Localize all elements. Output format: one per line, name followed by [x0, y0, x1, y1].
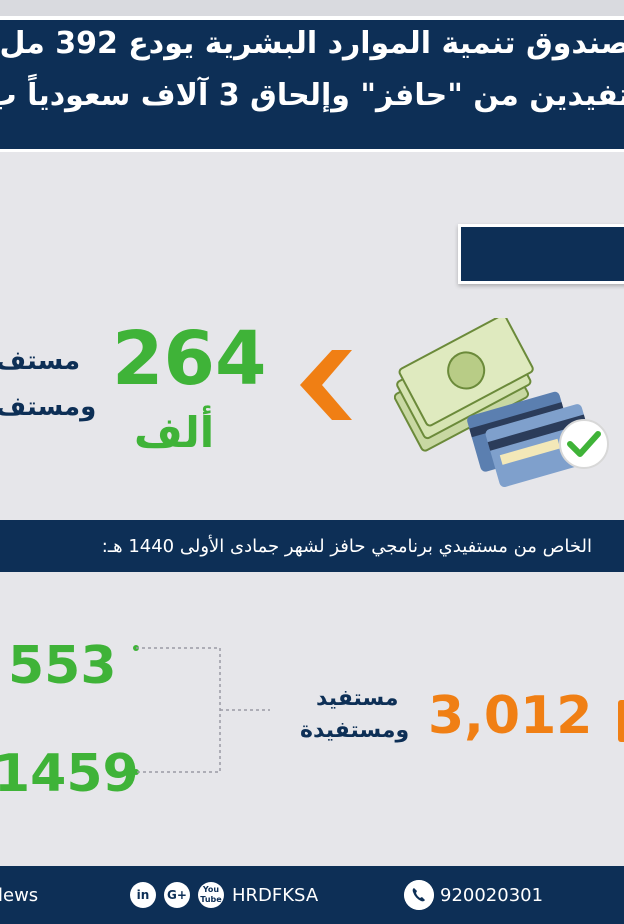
beneficiary-label-2: ومستف — [0, 392, 97, 422]
headline-banner — [0, 16, 624, 152]
total-value: 3,012 — [428, 686, 593, 746]
footer-news-text: lews — [0, 885, 39, 906]
phone-icon — [404, 880, 434, 910]
total-label-2: ومستفيدة — [300, 718, 410, 743]
orange-edge-marker — [618, 700, 624, 742]
chevron-left-icon — [300, 350, 352, 420]
beneficiary-label-1: مستف — [0, 346, 81, 376]
social-handle[interactable]: HRDFKSA — [232, 885, 319, 906]
linkedin-icon[interactable]: in — [130, 882, 156, 908]
breakdown-value-a: 553 — [8, 636, 117, 696]
headline-line-2: تفيدين من "حافز" وإلحاق 3 آلاف سعودياً ب — [0, 78, 624, 113]
google-plus-icon[interactable]: G+ — [164, 882, 190, 908]
connector-lines — [133, 645, 270, 775]
main-stat-number: 264 — [112, 316, 267, 402]
top-strip — [0, 0, 624, 16]
section-title-box — [458, 224, 624, 284]
info-banner — [0, 520, 624, 572]
info-banner-text: الخاص من مستفيدي برنامجي حافز لشهر جمادى… — [101, 536, 592, 557]
money-cards-icon — [394, 318, 609, 488]
breakdown-value-b: 1459 — [0, 744, 139, 804]
main-stat-unit: ألف — [134, 408, 215, 457]
footer-bar — [0, 866, 624, 924]
total-label-1: مستفيد — [316, 686, 399, 711]
phone-number[interactable]: 920020301 — [440, 885, 544, 906]
youtube-icon[interactable]: You Tube — [198, 882, 224, 908]
headline-line-1: صندوق تنمية الموارد البشرية يودع 392 مل — [0, 26, 624, 61]
